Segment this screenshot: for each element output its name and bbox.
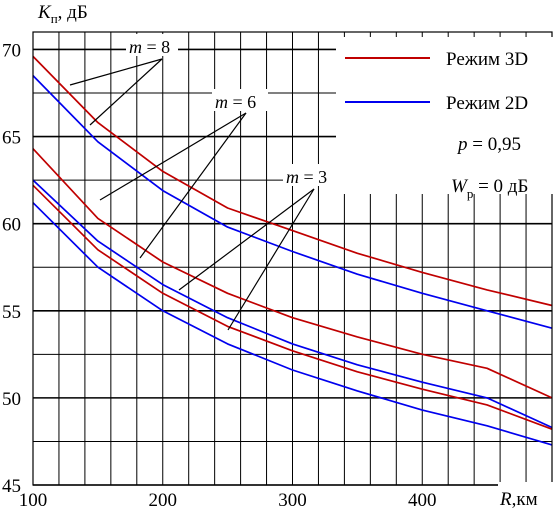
label-m6: m = 6	[215, 92, 256, 112]
param-wp: Wр = 0 дБ	[451, 176, 528, 201]
leader-m3-b	[227, 188, 315, 331]
y-tick-labels: 45 50 55 60 65 70	[2, 40, 21, 497]
x-tick-label: 200	[149, 490, 178, 511]
series-lines	[32, 55, 553, 446]
y-tick-label: 50	[2, 389, 21, 410]
series-line-m3-3d	[32, 184, 553, 430]
x-tick-label: 300	[278, 490, 307, 511]
leader-m8-b	[89, 58, 163, 126]
leader-m6-a	[99, 112, 247, 201]
series-line-m8-3d	[32, 55, 553, 307]
x-tick-labels: 100 200 300 400	[19, 490, 437, 511]
leader-m8-a	[69, 58, 163, 86]
y-axis-label: Kп, дБ	[37, 2, 88, 26]
m-annotations: m = 8 m = 6 m = 3	[69, 34, 339, 331]
legend-label-3d: Режим 3D	[446, 49, 528, 70]
series-line-m8-2d	[32, 75, 553, 330]
series-line-m3-2d	[32, 202, 553, 446]
param-p: p = 0,95	[456, 134, 521, 155]
x-tick-label: 100	[19, 490, 48, 511]
x-tick-label: 400	[408, 490, 437, 511]
label-m3: m = 3	[286, 167, 327, 187]
legend-label-2d: Режим 2D	[446, 93, 528, 114]
leader-m3-a	[178, 188, 315, 291]
x-axis-label: R,км	[499, 489, 538, 510]
plot-frame	[32, 31, 553, 486]
y-tick-label: 55	[2, 302, 21, 323]
y-tick-label: 70	[2, 40, 21, 61]
legend: Режим 3D Режим 2D p = 0,95 Wр = 0 дБ	[336, 37, 556, 201]
y-tick-label: 60	[2, 215, 21, 236]
y-tick-label: 65	[2, 128, 21, 149]
series-line-m6-2d	[32, 179, 553, 429]
x-axis-label-group: R,км	[498, 482, 557, 510]
label-m8: m = 8	[129, 37, 170, 57]
y-tick-label: 45	[2, 476, 21, 497]
leader-m6-b	[139, 112, 247, 259]
series-line-m6-3d	[32, 148, 553, 399]
